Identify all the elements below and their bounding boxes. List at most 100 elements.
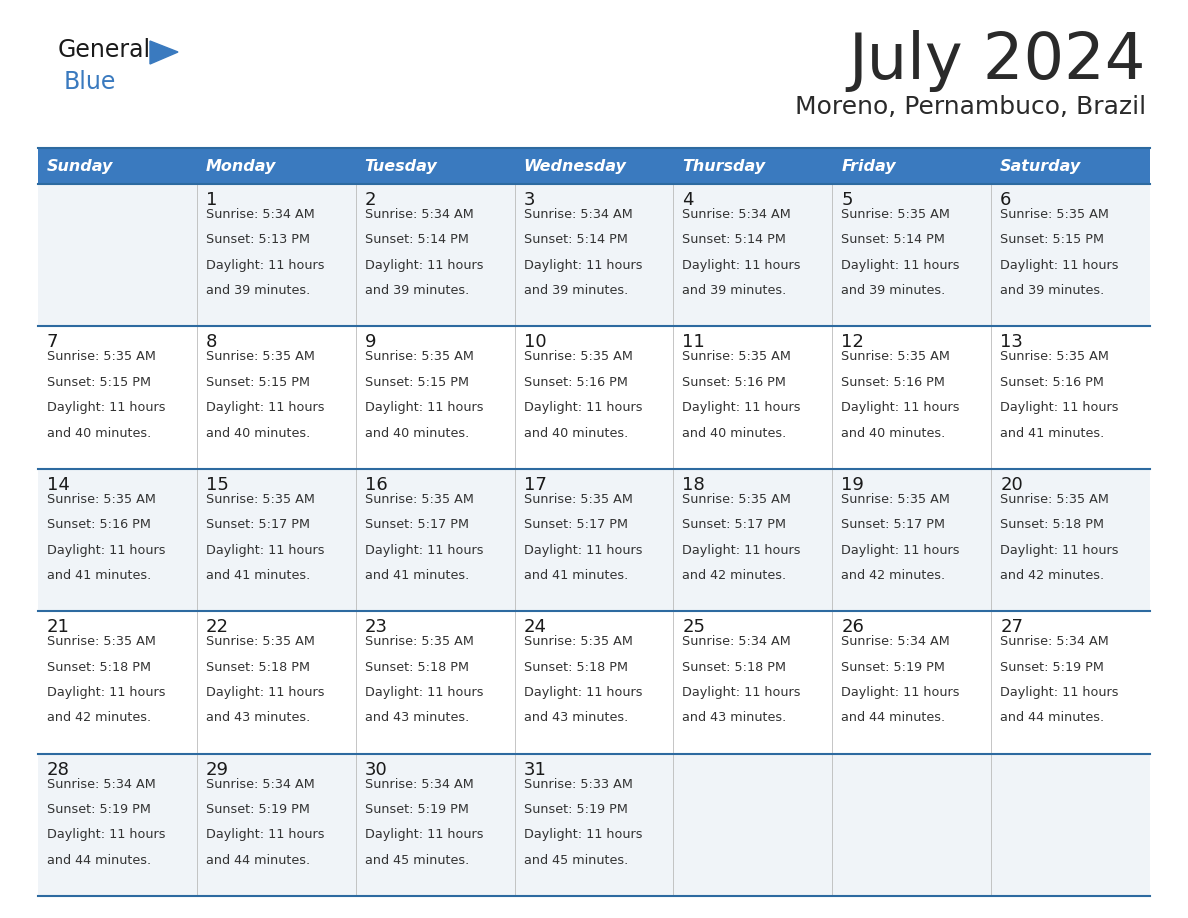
Text: Friday: Friday (841, 159, 896, 174)
Text: 30: 30 (365, 761, 387, 778)
Text: Sunrise: 5:35 AM: Sunrise: 5:35 AM (206, 635, 315, 648)
Bar (38, 611, 1150, 754)
Text: 31: 31 (524, 761, 546, 778)
Text: July 2024: July 2024 (848, 30, 1146, 92)
Text: Daylight: 11 hours: Daylight: 11 hours (524, 828, 642, 842)
Text: Wednesday: Wednesday (524, 159, 626, 174)
Text: Sunrise: 5:34 AM: Sunrise: 5:34 AM (365, 208, 474, 221)
Text: and 41 minutes.: and 41 minutes. (1000, 427, 1105, 440)
Text: 18: 18 (682, 476, 706, 494)
Bar (833, 148, 991, 184)
Text: Sunrise: 5:35 AM: Sunrise: 5:35 AM (1000, 493, 1110, 506)
Text: and 43 minutes.: and 43 minutes. (682, 711, 786, 724)
Text: 4: 4 (682, 191, 694, 209)
Text: Daylight: 11 hours: Daylight: 11 hours (1000, 401, 1119, 414)
Text: Daylight: 11 hours: Daylight: 11 hours (524, 686, 642, 700)
Text: 21: 21 (48, 618, 70, 636)
Text: Blue: Blue (64, 70, 116, 94)
Bar (38, 754, 1150, 896)
Text: Daylight: 11 hours: Daylight: 11 hours (1000, 686, 1119, 700)
Text: and 39 minutes.: and 39 minutes. (365, 285, 469, 297)
Text: 10: 10 (524, 333, 546, 352)
Text: Sunrise: 5:35 AM: Sunrise: 5:35 AM (1000, 351, 1110, 364)
Text: and 44 minutes.: and 44 minutes. (1000, 711, 1105, 724)
Text: Sunrise: 5:34 AM: Sunrise: 5:34 AM (682, 635, 791, 648)
Text: Sunset: 5:18 PM: Sunset: 5:18 PM (365, 661, 469, 674)
Text: Sunset: 5:16 PM: Sunset: 5:16 PM (48, 519, 151, 532)
Text: Daylight: 11 hours: Daylight: 11 hours (206, 259, 324, 272)
Text: Daylight: 11 hours: Daylight: 11 hours (206, 828, 324, 842)
Text: Sunset: 5:16 PM: Sunset: 5:16 PM (1000, 375, 1104, 389)
Text: 22: 22 (206, 618, 229, 636)
Text: Sunset: 5:18 PM: Sunset: 5:18 PM (524, 661, 627, 674)
Text: Sunday: Sunday (48, 159, 113, 174)
Text: Sunrise: 5:35 AM: Sunrise: 5:35 AM (206, 493, 315, 506)
Text: Sunrise: 5:35 AM: Sunrise: 5:35 AM (524, 635, 632, 648)
Text: Daylight: 11 hours: Daylight: 11 hours (48, 543, 165, 556)
Text: Daylight: 11 hours: Daylight: 11 hours (48, 828, 165, 842)
Text: Sunset: 5:15 PM: Sunset: 5:15 PM (1000, 233, 1104, 246)
Text: Sunset: 5:15 PM: Sunset: 5:15 PM (365, 375, 469, 389)
Text: Daylight: 11 hours: Daylight: 11 hours (841, 543, 960, 556)
Text: and 39 minutes.: and 39 minutes. (682, 285, 786, 297)
Text: 26: 26 (841, 618, 864, 636)
Text: 28: 28 (48, 761, 70, 778)
Text: 19: 19 (841, 476, 864, 494)
Text: Sunset: 5:16 PM: Sunset: 5:16 PM (524, 375, 627, 389)
Text: Sunrise: 5:35 AM: Sunrise: 5:35 AM (365, 351, 474, 364)
Text: Daylight: 11 hours: Daylight: 11 hours (365, 828, 484, 842)
Text: Sunrise: 5:34 AM: Sunrise: 5:34 AM (1000, 635, 1108, 648)
Text: Monday: Monday (206, 159, 277, 174)
Text: and 41 minutes.: and 41 minutes. (48, 569, 151, 582)
Text: Sunset: 5:17 PM: Sunset: 5:17 PM (841, 519, 946, 532)
Text: Sunset: 5:15 PM: Sunset: 5:15 PM (206, 375, 310, 389)
Text: and 41 minutes.: and 41 minutes. (365, 569, 469, 582)
Text: and 41 minutes.: and 41 minutes. (206, 569, 310, 582)
Text: 1: 1 (206, 191, 217, 209)
Text: Daylight: 11 hours: Daylight: 11 hours (524, 543, 642, 556)
Text: General: General (58, 38, 151, 62)
Text: Daylight: 11 hours: Daylight: 11 hours (841, 259, 960, 272)
Text: Daylight: 11 hours: Daylight: 11 hours (206, 686, 324, 700)
Text: and 42 minutes.: and 42 minutes. (682, 569, 786, 582)
Text: Sunrise: 5:35 AM: Sunrise: 5:35 AM (48, 635, 156, 648)
Text: Sunrise: 5:35 AM: Sunrise: 5:35 AM (682, 493, 791, 506)
Text: Sunset: 5:17 PM: Sunset: 5:17 PM (206, 519, 310, 532)
Text: Tuesday: Tuesday (365, 159, 437, 174)
Text: 20: 20 (1000, 476, 1023, 494)
Text: Sunset: 5:14 PM: Sunset: 5:14 PM (841, 233, 946, 246)
Text: 15: 15 (206, 476, 229, 494)
Text: Sunset: 5:19 PM: Sunset: 5:19 PM (365, 803, 468, 816)
Text: Sunset: 5:14 PM: Sunset: 5:14 PM (682, 233, 786, 246)
Text: 27: 27 (1000, 618, 1023, 636)
Text: Sunrise: 5:34 AM: Sunrise: 5:34 AM (48, 778, 156, 790)
Text: Sunrise: 5:34 AM: Sunrise: 5:34 AM (365, 778, 474, 790)
Text: Daylight: 11 hours: Daylight: 11 hours (524, 259, 642, 272)
Bar (674, 148, 833, 184)
Text: Sunrise: 5:33 AM: Sunrise: 5:33 AM (524, 778, 632, 790)
Text: and 42 minutes.: and 42 minutes. (48, 711, 151, 724)
Text: Daylight: 11 hours: Daylight: 11 hours (206, 401, 324, 414)
Text: Daylight: 11 hours: Daylight: 11 hours (524, 401, 642, 414)
Text: Sunset: 5:14 PM: Sunset: 5:14 PM (524, 233, 627, 246)
Text: Sunset: 5:13 PM: Sunset: 5:13 PM (206, 233, 310, 246)
Text: Sunrise: 5:35 AM: Sunrise: 5:35 AM (682, 351, 791, 364)
Text: 13: 13 (1000, 333, 1023, 352)
Text: Daylight: 11 hours: Daylight: 11 hours (1000, 259, 1119, 272)
Text: Daylight: 11 hours: Daylight: 11 hours (206, 543, 324, 556)
Text: Sunrise: 5:35 AM: Sunrise: 5:35 AM (206, 351, 315, 364)
Bar (355, 148, 514, 184)
Text: and 42 minutes.: and 42 minutes. (1000, 569, 1105, 582)
Bar (38, 469, 1150, 611)
Text: and 40 minutes.: and 40 minutes. (48, 427, 151, 440)
Text: Sunrise: 5:35 AM: Sunrise: 5:35 AM (841, 351, 950, 364)
Text: and 39 minutes.: and 39 minutes. (206, 285, 310, 297)
Bar (197, 148, 355, 184)
Text: and 43 minutes.: and 43 minutes. (365, 711, 469, 724)
Text: Daylight: 11 hours: Daylight: 11 hours (682, 259, 801, 272)
Text: Sunset: 5:17 PM: Sunset: 5:17 PM (365, 519, 469, 532)
Text: 6: 6 (1000, 191, 1011, 209)
Text: and 40 minutes.: and 40 minutes. (206, 427, 310, 440)
Text: 24: 24 (524, 618, 546, 636)
Text: and 44 minutes.: and 44 minutes. (206, 854, 310, 867)
